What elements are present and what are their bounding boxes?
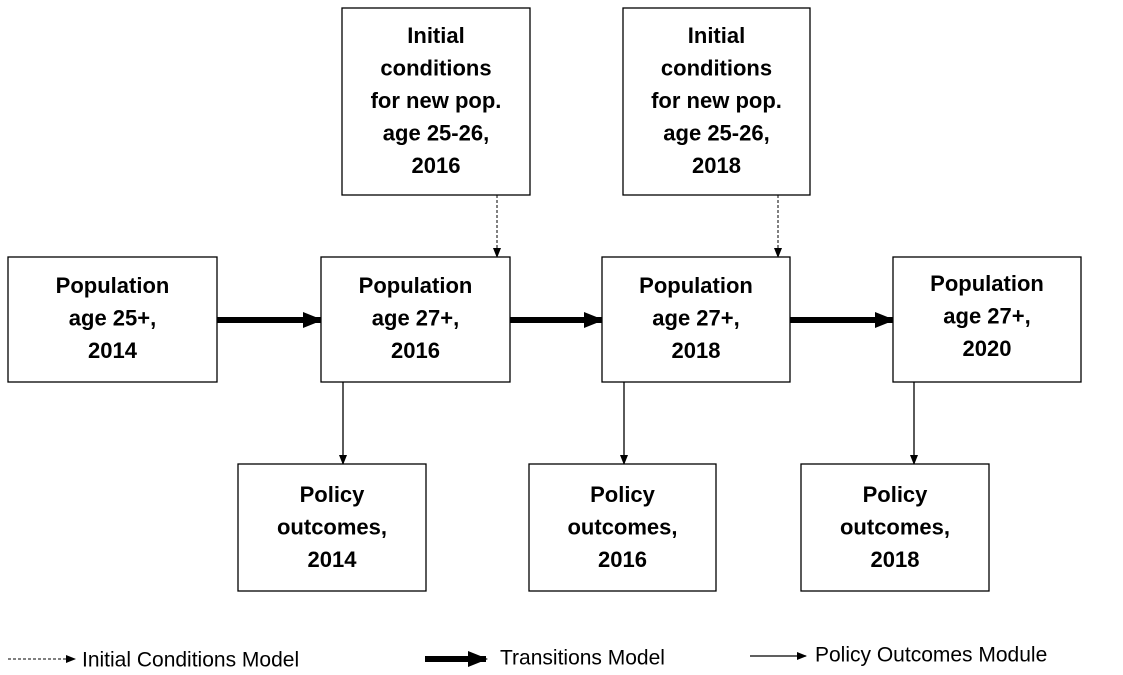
node-box: [892, 256, 1082, 383]
node-label: Initial: [407, 23, 464, 48]
node-label: age 27+,: [943, 303, 1030, 328]
node-label: Policy: [863, 482, 929, 507]
node-label: age 25-26,: [383, 120, 489, 145]
legend-label: Initial Conditions Model: [82, 649, 299, 672]
node-label: 2016: [412, 153, 461, 178]
node-label: Policy: [300, 482, 366, 507]
node-box: [320, 256, 511, 383]
node-label: 2018: [871, 547, 920, 572]
node-label: for new pop.: [371, 88, 502, 113]
node-box: [237, 463, 427, 592]
node-box: [341, 7, 531, 196]
node-label: Population: [930, 271, 1044, 296]
node-label: 2014: [308, 547, 358, 572]
node-box: [7, 256, 218, 383]
node-box: [622, 7, 811, 196]
node-label: age 25-26,: [663, 120, 769, 145]
node-label: 2016: [391, 338, 440, 363]
node-label: Policy: [590, 482, 656, 507]
node-label: 2014: [88, 338, 138, 363]
arrows: [217, 195, 918, 465]
node-label: 2018: [692, 153, 741, 178]
node-label: age 25+,: [69, 305, 156, 330]
legend: [8, 651, 807, 667]
legend-label: Policy Outcomes Module: [815, 644, 1047, 667]
node-label: conditions: [380, 55, 491, 80]
node-label: 2016: [598, 547, 647, 572]
node-label: for new pop.: [651, 88, 782, 113]
node-label: 2018: [672, 338, 721, 363]
node-label: Population: [56, 273, 170, 298]
node-label: outcomes,: [840, 514, 950, 539]
node-label: age 27+,: [652, 305, 739, 330]
node-label: conditions: [661, 55, 772, 80]
node-box: [601, 256, 791, 383]
node-label: Population: [639, 273, 753, 298]
node-label: outcomes,: [277, 514, 387, 539]
node-label: Initial: [688, 23, 745, 48]
node-label: age 27+,: [372, 305, 459, 330]
node-label: 2020: [963, 336, 1012, 361]
node-box: [528, 463, 717, 592]
node-label: Population: [359, 273, 473, 298]
node-label: outcomes,: [567, 514, 677, 539]
node-box: [800, 463, 990, 592]
legend-label: Transitions Model: [500, 647, 665, 670]
